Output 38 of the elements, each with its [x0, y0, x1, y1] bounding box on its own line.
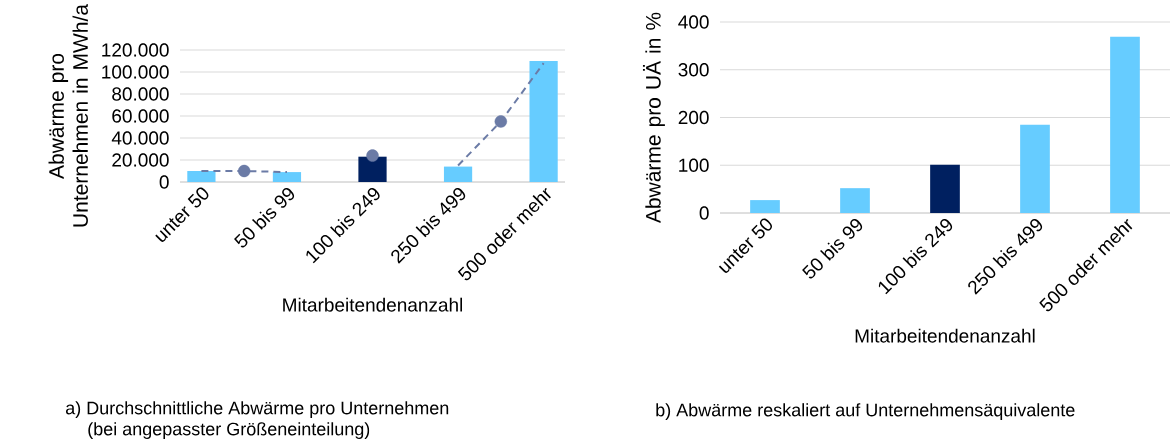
- x-tick-label: 50 bis 99: [234, 188, 295, 248]
- x-tick-label: 100 bis 249: [306, 188, 380, 264]
- x-tick-label: 100 bis 249: [878, 219, 953, 295]
- y-tick-label: 20.000: [112, 153, 169, 167]
- bar: [529, 61, 558, 182]
- y-axis-title: Abwärme pro UÄ in %: [642, 12, 665, 224]
- bar: [187, 170, 216, 182]
- point: [494, 115, 508, 128]
- point: [237, 164, 251, 178]
- bar: [840, 188, 870, 213]
- y-tick-label: 80.000: [112, 87, 169, 101]
- bar: [272, 172, 302, 182]
- bar: [930, 164, 960, 213]
- point: [366, 149, 379, 162]
- text: (bei angepasster Größeneinteilung): [88, 422, 370, 439]
- bar: [1110, 36, 1140, 213]
- bar: [1020, 124, 1050, 213]
- bar: [358, 156, 387, 182]
- y-tick-label: 40.000: [111, 131, 169, 145]
- y-tick-label: 200: [678, 110, 709, 125]
- x-axis-title: Mitarbeitendenanzahl: [855, 328, 1035, 343]
- bar: [750, 200, 780, 213]
- bar: [443, 166, 473, 182]
- x-tick-label: 250 bis 499: [391, 188, 466, 264]
- y-tick-label: 100: [679, 158, 709, 172]
- y-tick-label: 60.000: [112, 109, 169, 123]
- x-axis-title: Mitarbeitendenanzahl: [283, 297, 463, 312]
- y-tick-label: 400: [678, 15, 709, 29]
- y-tick-label: 120.000: [102, 43, 169, 57]
- text: a) Durchschnittliche Abwärme pro Unternehmen: [65, 401, 449, 418]
- x-tick-label: 50 bis 99: [802, 219, 863, 279]
- text: b) Abwärme reskaliert auf Unternehmensäquivalente: [656, 403, 1075, 420]
- x-tick-label: 250 bis 499: [968, 219, 1043, 295]
- y-axis-title: Abwärme pro Unternehmen in MWh/a: [48, 3, 88, 227]
- y-tick-label: 0: [699, 206, 709, 220]
- y-tick-label: 0: [159, 175, 169, 189]
- y-tick-label: 300: [678, 63, 709, 77]
- y-tick-label: 100.000: [102, 65, 169, 79]
